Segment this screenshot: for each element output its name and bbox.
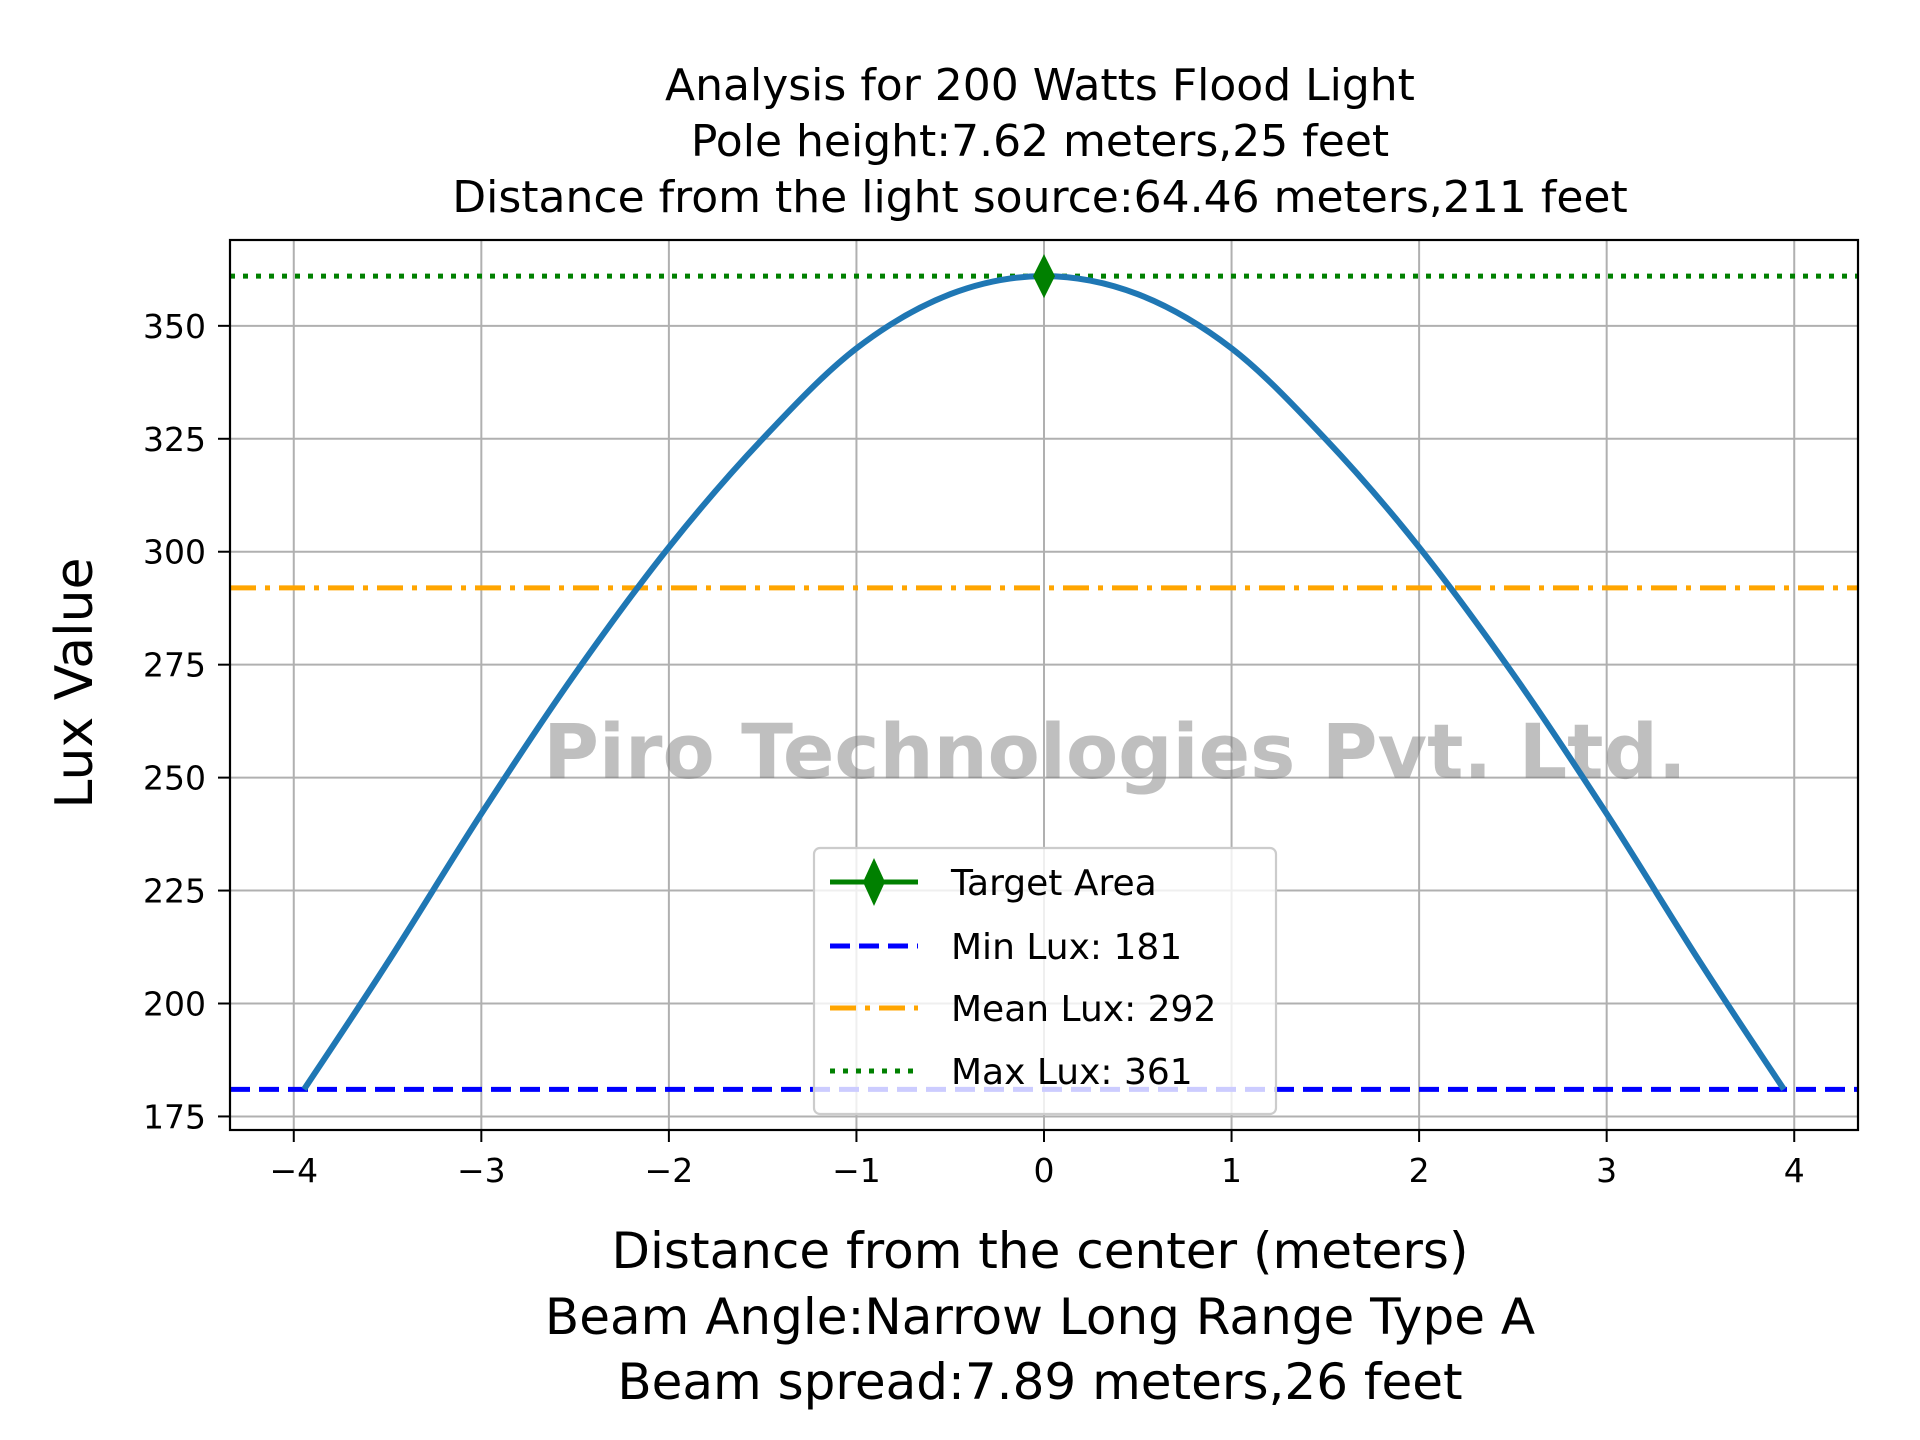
legend: Target Area Min Lux: 181 Mean Lux: 292 M… — [812, 846, 1278, 1116]
x-tick-label: 2 — [1409, 1151, 1430, 1190]
y-tick-label: 200 — [143, 985, 206, 1024]
x-axis-label-line-2: Beam Angle:Narrow Long Range Type A — [545, 1288, 1535, 1346]
x-tick-label: 3 — [1596, 1151, 1617, 1190]
x-tick-label: 4 — [1784, 1151, 1805, 1190]
x-tick-label: −3 — [457, 1151, 506, 1190]
x-tick-label: −4 — [269, 1151, 318, 1190]
grid — [230, 240, 1858, 1130]
legend-item-mean: Mean Lux: 292 — [830, 989, 1216, 1030]
legend-item-min: Min Lux: 181 — [830, 927, 1182, 968]
legend-max-label: Max Lux: 361 — [951, 1052, 1193, 1093]
y-tick-label: 350 — [143, 307, 206, 346]
y-tick-label: 325 — [143, 420, 206, 459]
x-axis-ticks: −4 −3 −2 −1 0 1 2 3 4 — [269, 1130, 1805, 1190]
x-axis-label-line-1: Distance from the center (meters) — [612, 1222, 1469, 1280]
y-tick-label: 225 — [143, 872, 206, 911]
legend-min-label: Min Lux: 181 — [951, 927, 1182, 968]
y-axis-ticks: 175 200 225 250 275 300 325 350 — [143, 307, 230, 1136]
legend-mean-label: Mean Lux: 292 — [951, 989, 1216, 1030]
legend-target-label: Target Area — [950, 863, 1157, 904]
target-diamond-icon — [1033, 254, 1055, 299]
legend-item-target: Target Area — [830, 858, 1157, 906]
y-tick-label: 275 — [143, 646, 206, 685]
x-tick-label: −2 — [645, 1151, 694, 1190]
x-axis-label-line-3: Beam spread:7.89 meters,26 feet — [617, 1353, 1462, 1411]
title-line-2: Pole height:7.62 meters,25 feet — [691, 116, 1389, 167]
y-tick-label: 250 — [143, 759, 206, 798]
y-axis-label: Lux Value — [45, 557, 105, 808]
legend-item-max: Max Lux: 361 — [830, 1052, 1193, 1093]
target-marker — [1033, 254, 1055, 299]
watermark: Piro Technologies Pvt. Ltd. — [543, 707, 1687, 796]
x-axis-label: Distance from the center (meters) Beam A… — [545, 1222, 1535, 1411]
title-line-1: Analysis for 200 Watts Flood Light — [665, 60, 1415, 111]
y-tick-label: 175 — [143, 1097, 206, 1136]
x-tick-label: 1 — [1221, 1151, 1242, 1190]
legend-target-diamond-icon — [863, 858, 885, 906]
title-line-3: Distance from the light source:64.46 met… — [452, 172, 1627, 223]
x-tick-label: 0 — [1034, 1151, 1055, 1190]
chart-title: Analysis for 200 Watts Flood Light Pole … — [452, 60, 1627, 223]
y-tick-label: 300 — [143, 533, 206, 572]
legend-box — [812, 846, 1278, 1116]
x-tick-label: −1 — [832, 1151, 881, 1190]
